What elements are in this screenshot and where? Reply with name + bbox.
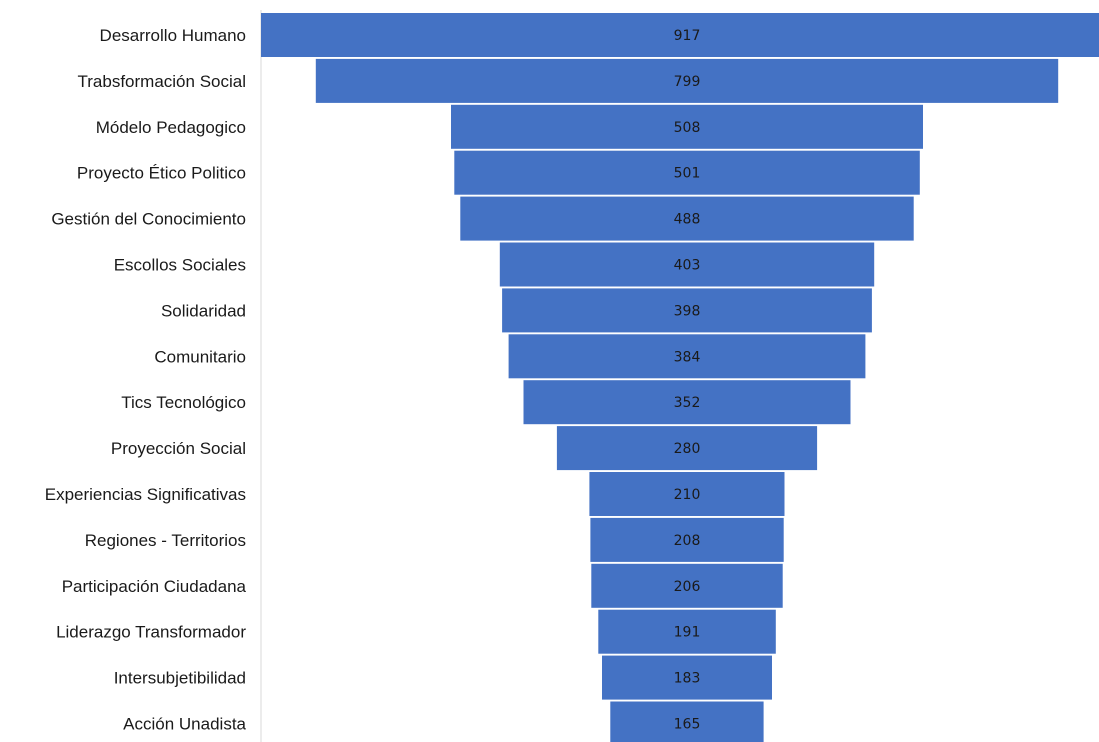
funnel-bar bbox=[315, 58, 1059, 103]
category-label: Solidaridad bbox=[161, 301, 246, 320]
category-label: Participación Ciudadana bbox=[62, 577, 247, 596]
funnel-bar bbox=[460, 196, 914, 241]
bars-layer bbox=[261, 13, 1099, 742]
category-label: Escollos Sociales bbox=[114, 256, 246, 275]
value-label: 191 bbox=[674, 625, 701, 641]
value-label: 403 bbox=[674, 258, 701, 274]
value-label: 917 bbox=[674, 28, 701, 44]
funnel-bar bbox=[602, 655, 772, 700]
category-label: Tics Tecnológico bbox=[121, 393, 246, 412]
funnel-bar bbox=[508, 334, 866, 379]
value-label: 508 bbox=[674, 120, 701, 136]
funnel-bar bbox=[499, 242, 875, 287]
category-label: Trabsformación Social bbox=[78, 72, 247, 91]
funnel-bar bbox=[598, 609, 776, 654]
value-label: 206 bbox=[674, 579, 701, 595]
category-label: Regiones - Territorios bbox=[85, 531, 246, 550]
value-label: 501 bbox=[674, 166, 701, 182]
value-label: 280 bbox=[674, 441, 701, 457]
category-label: Proyecto Ético Politico bbox=[77, 164, 246, 183]
funnel-bar bbox=[590, 517, 784, 562]
category-label: Módelo Pedagogico bbox=[96, 118, 246, 137]
category-label: Proyección Social bbox=[111, 439, 246, 458]
funnel-bar bbox=[454, 150, 920, 195]
value-label: 165 bbox=[674, 717, 701, 733]
category-label: Experiencias Significativas bbox=[45, 485, 246, 504]
funnel-bar bbox=[523, 380, 851, 425]
value-label: 488 bbox=[674, 212, 701, 228]
funnel-bar bbox=[610, 701, 764, 742]
value-label: 384 bbox=[674, 349, 701, 365]
funnel-bar bbox=[451, 104, 923, 149]
category-label: Intersubjetibilidad bbox=[114, 669, 246, 688]
funnel-bar bbox=[502, 288, 872, 333]
category-label: Gestión del Conocimiento bbox=[51, 210, 246, 229]
funnel-bar bbox=[589, 472, 785, 516]
value-label: 208 bbox=[674, 533, 701, 549]
category-label: Comunitario bbox=[154, 347, 246, 366]
value-labels-layer: 917 799 508 501 488 403 398 384 352 280 210 208 206 1… bbox=[674, 28, 701, 733]
category-labels-layer: Desarrollo Humano Trabsformación Social Mó… bbox=[45, 26, 247, 734]
value-label: 398 bbox=[674, 303, 701, 319]
funnel-bar bbox=[556, 426, 818, 471]
value-label: 799 bbox=[674, 74, 701, 90]
category-label: Acción Unadista bbox=[123, 715, 246, 734]
value-label: 352 bbox=[674, 395, 701, 411]
category-label: Liderazgo Transformador bbox=[56, 623, 246, 642]
funnel-bar bbox=[591, 563, 783, 608]
value-label: 210 bbox=[674, 487, 701, 503]
funnel-bar bbox=[261, 13, 1099, 57]
value-label: 183 bbox=[674, 671, 701, 687]
category-label: Desarrollo Humano bbox=[100, 26, 246, 45]
